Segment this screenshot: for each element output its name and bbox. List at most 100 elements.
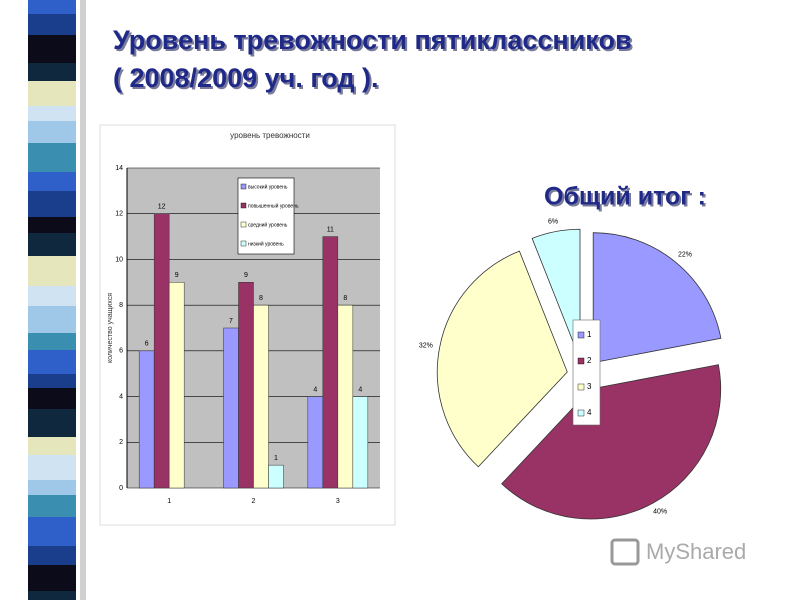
legend-box xyxy=(237,177,295,255)
legend-label: 4 xyxy=(587,408,592,417)
bar-value-label: 4 xyxy=(313,386,317,393)
stripe xyxy=(28,333,76,350)
bar xyxy=(352,396,369,489)
stripe xyxy=(28,143,76,172)
watermark-icon xyxy=(610,538,640,566)
legend-swatch xyxy=(577,409,585,417)
stripe xyxy=(28,191,76,217)
y-axis-label: количество учащихся xyxy=(107,293,114,363)
stripe xyxy=(28,217,76,233)
pie-title-shadow: Общий итог : xyxy=(546,185,708,213)
stripe xyxy=(28,495,76,517)
y-tick-label: 14 xyxy=(115,165,123,172)
stripe xyxy=(28,172,76,191)
stripe xyxy=(28,0,76,14)
legend-swatch xyxy=(240,202,247,209)
stripe xyxy=(28,306,76,333)
pie-value-label: 32% xyxy=(419,343,433,350)
pie-title: Общий итог : xyxy=(544,183,706,211)
y-tick-label: 6 xyxy=(119,348,123,355)
legend-label: повышенный уровень xyxy=(248,202,299,209)
x-tick-label: 2 xyxy=(252,498,256,505)
pie-value-label: 22% xyxy=(678,252,692,259)
x-tick-label: 3 xyxy=(336,498,340,505)
bar-value-label: 11 xyxy=(327,226,334,233)
legend-box xyxy=(572,319,601,426)
legend-label: высокий уровень xyxy=(248,183,288,190)
bar xyxy=(238,282,254,489)
stripe xyxy=(28,63,76,81)
legend-label: 1 xyxy=(587,330,592,339)
legend-label: 3 xyxy=(587,382,592,391)
bar-chart-title: уровень тревожности xyxy=(230,131,310,140)
bar-value-label: 7 xyxy=(229,318,233,325)
stripe xyxy=(28,409,76,437)
legend-swatch xyxy=(577,383,585,391)
bar xyxy=(253,304,269,489)
y-tick-label: 8 xyxy=(119,302,123,309)
stripe xyxy=(28,565,76,591)
stripe xyxy=(28,233,76,256)
stripe xyxy=(28,106,76,121)
y-tick-label: 0 xyxy=(119,485,123,492)
legend-label: 2 xyxy=(587,356,592,365)
stripe xyxy=(28,388,76,409)
stripe xyxy=(28,350,76,374)
x-tick-label: 1 xyxy=(167,498,171,505)
bar-value-label: 12 xyxy=(158,204,166,211)
bar-value-label: 4 xyxy=(358,386,362,393)
stripe xyxy=(28,286,76,306)
bar xyxy=(337,304,354,489)
y-tick-label: 10 xyxy=(115,256,123,263)
bar xyxy=(307,396,324,489)
bar xyxy=(322,236,339,489)
title: ( 2008/2009 уч. год ). xyxy=(113,63,378,93)
bar-value-label: 9 xyxy=(244,272,248,279)
stripe xyxy=(28,437,76,455)
stripe xyxy=(28,256,76,286)
watermark: MyShared xyxy=(646,539,746,564)
stripe xyxy=(28,14,76,35)
decor-stripes xyxy=(28,0,76,600)
legend-swatch xyxy=(240,240,247,247)
legend-swatch xyxy=(240,183,247,190)
stripe xyxy=(28,480,76,495)
legend-swatch xyxy=(577,331,585,339)
stripe xyxy=(28,81,76,106)
legend-label: средний уровень xyxy=(248,221,288,228)
bar xyxy=(168,282,185,489)
pie-value-label: 40% xyxy=(653,509,667,516)
bar-value-label: 6 xyxy=(145,341,149,348)
pie-slice xyxy=(592,232,722,364)
stripe xyxy=(28,35,76,63)
title: Уровень тревожности пятиклассников xyxy=(113,25,632,55)
legend-label: низкий уровень xyxy=(248,240,284,247)
stripe xyxy=(28,517,76,546)
pie-slice xyxy=(436,250,568,468)
title-shadow: ( 2008/2009 уч. год ). xyxy=(115,65,380,95)
stripe xyxy=(28,121,76,143)
legend-swatch xyxy=(577,357,585,365)
bar xyxy=(268,464,284,489)
stripe xyxy=(28,591,76,600)
title-shadow: Уровень тревожности пятиклассников xyxy=(115,27,634,57)
bar xyxy=(153,213,170,489)
stripe xyxy=(28,374,76,388)
legend-swatch xyxy=(240,221,247,228)
bar xyxy=(223,327,239,489)
y-tick-label: 12 xyxy=(115,211,123,218)
pie-slice xyxy=(531,228,581,360)
bar-value-label: 9 xyxy=(175,272,179,279)
bar-value-label: 8 xyxy=(343,295,347,302)
decor-shadow xyxy=(80,0,86,600)
y-tick-label: 2 xyxy=(119,439,123,446)
pie-slice xyxy=(501,364,722,520)
stripe xyxy=(28,546,76,565)
y-tick-label: 4 xyxy=(119,393,123,400)
bar xyxy=(138,350,155,489)
bar-value-label: 1 xyxy=(274,455,278,462)
bar-value-label: 8 xyxy=(259,295,263,302)
stripe xyxy=(28,455,76,480)
pie-value-label: 6% xyxy=(548,219,558,226)
